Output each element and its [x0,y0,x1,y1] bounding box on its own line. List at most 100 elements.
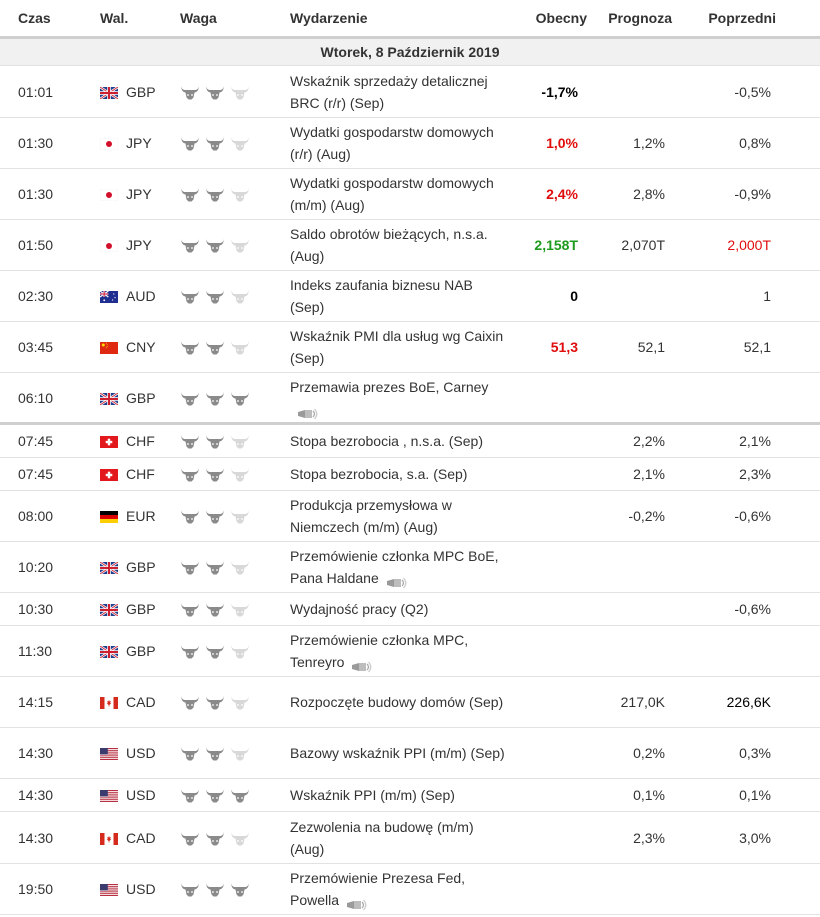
event-label[interactable]: Bazowy wskaźnik PPI (m/m) (Sep) [290,745,505,761]
header-currency[interactable]: Wal. [100,10,129,26]
actual-value: 51,3 [550,339,578,355]
event-label[interactable]: Stopa bezrobocia , n.s.a. (Sep) [290,433,483,449]
table-row[interactable]: 02:30 AUD Indeks zaufania biznesu NAB (Sep… [0,271,820,322]
event-time: 03:45 [18,339,54,355]
speech-icon [296,404,318,420]
event-name[interactable]: Saldo obrotów bieżących, n.s.a. (Aug) [290,223,510,267]
event-name[interactable]: Indeks zaufania biznesu NAB (Sep) [290,274,510,318]
currency-cell: CAD [99,694,180,710]
event-label[interactable]: Rozpoczęte budowy domów (Sep) [290,694,504,710]
event-label[interactable]: Wskaźnik sprzedaży detalicznej BRC (r/r)… [290,72,488,111]
event-time: 07:45 [18,433,54,449]
event-name[interactable]: Przemawia prezes BoE, Carney [290,376,510,420]
event-label[interactable]: Przemówienie Prezesa Fed, Powella [290,870,466,908]
header-previous[interactable]: Poprzedni [708,10,776,26]
event-label[interactable]: Indeks zaufania biznesu NAB (Sep) [290,277,473,315]
table-row[interactable]: 10:20 GBP Przemówienie członka MPC BoE, Pa… [0,542,820,593]
event-time: 01:50 [18,237,54,253]
header-actual[interactable]: Obecny [535,10,587,26]
event-label[interactable]: Stopa bezrobocia, s.a. (Sep) [290,466,468,482]
event-label[interactable]: Przemówienie członka MPC, Tenreyro [290,632,469,670]
table-row[interactable]: 14:30 USD Bazowy wskaźnik PPI (m/m) (Sep) 0… [0,728,820,779]
previous-value: 226,6K [726,694,771,710]
header-event[interactable]: Wydarzenie [290,10,368,26]
bull-icon [205,643,225,659]
currency-cell: JPY [99,237,180,253]
table-row[interactable]: 01:30 JPY Wydatki gospodarstw domowych (r/… [0,118,820,169]
table-row[interactable]: 01:30 JPY Wydatki gospodarstw domowych (m/… [0,169,820,220]
importance-rating [180,559,290,575]
table-row[interactable]: 14:15 CAD Rozpoczęte budowy domów (Sep) 217… [0,677,820,728]
event-label[interactable]: Wydatki gospodarstw domowych (r/r) (Aug) [290,124,494,162]
event-label[interactable]: Wydatki gospodarstw domowych (m/m) (Aug) [290,175,494,213]
event-name[interactable]: Przemówienie członka MPC BoE, Pana Halda… [290,545,510,589]
event-name[interactable]: Produkcja przemysłowa w Niemczech (m/m) … [290,494,510,538]
event-name[interactable]: Stopa bezrobocia, s.a. (Sep) [290,463,510,485]
jp-flag-icon [99,137,119,151]
event-label[interactable]: Produkcja przemysłowa w Niemczech (m/m) … [290,497,452,535]
table-row[interactable]: 06:10 GBP Przemawia prezes BoE, Carney [0,373,820,425]
header-forecast[interactable]: Prognoza [608,10,672,26]
event-name[interactable]: Stopa bezrobocia , n.s.a. (Sep) [290,430,510,452]
currency-code: USD [126,787,156,803]
bull-icon [180,433,200,449]
previous-value: -0,9% [734,186,771,202]
event-name[interactable]: Zezwolenia na budowę (m/m) (Aug) [290,816,510,860]
event-name[interactable]: Przemówienie członka MPC, Tenreyro [290,629,510,673]
forecast-value: -0,2% [628,508,665,524]
table-row[interactable]: 19:50 USD Przemówienie Prezesa Fed, Powell… [0,864,820,915]
table-row[interactable]: 07:45 CHF Stopa bezrobocia , n.s.a. (Sep) 2… [0,425,820,458]
table-row[interactable]: 14:30 CAD Zezwolenia na budowę (m/m) (Aug)… [0,812,820,864]
event-name[interactable]: Przemówienie Prezesa Fed, Powella [290,867,510,911]
ca-flag-icon [99,696,119,710]
currency-code: GBP [126,389,156,406]
us-flag-icon [100,747,118,760]
event-label[interactable]: Wskaźnik PPI (m/m) (Sep) [290,787,455,803]
event-label[interactable]: Wskaźnik PMI dla usług wg Caixin (Sep) [290,328,504,366]
event-label[interactable]: Przemawia prezes BoE, Carney [290,378,489,395]
table-row[interactable]: 03:45 CNY Wskaźnik PMI dla usług wg Caixin… [0,322,820,373]
bull-icon [180,559,200,575]
header-importance[interactable]: Waga [180,10,217,26]
header-time[interactable]: Czas [18,10,51,26]
bull-icon [180,339,200,355]
event-name[interactable]: Wydajność pracy (Q2) [290,598,510,620]
event-label[interactable]: Przemówienie członka MPC BoE, Pana Halda… [290,548,499,586]
table-row[interactable]: 01:50 JPY Saldo obrotów bieżących, n.s.a. … [0,220,820,271]
currency-code: EUR [126,508,156,524]
event-label[interactable]: Zezwolenia na budowę (m/m) (Aug) [290,818,474,857]
importance-rating [180,508,290,524]
event-name[interactable]: Wskaźnik PMI dla usług wg Caixin (Sep) [290,325,510,369]
event-name[interactable]: Rozpoczęte budowy domów (Sep) [290,691,510,713]
event-name[interactable]: Wydatki gospodarstw domowych (m/m) (Aug) [290,172,510,216]
bull-icon [180,390,200,406]
event-label[interactable]: Saldo obrotów bieżących, n.s.a. (Aug) [290,226,488,264]
table-row[interactable]: 08:00 EUR Produkcja przemysłowa w Niemczec… [0,491,820,542]
forecast-value: 0,1% [633,787,665,803]
bull-icon [230,84,250,100]
event-time: 01:01 [18,83,54,100]
currency-code: CAD [126,694,156,710]
previous-value: 0,8% [739,135,771,151]
currency-code: JPY [126,186,152,202]
speech-icon [385,573,407,589]
forecast-value: 0,2% [633,745,665,761]
event-name[interactable]: Wskaźnik PPI (m/m) (Sep) [290,784,510,806]
table-row[interactable]: 01:01 GBP Wskaźnik sprzedaży detalicznej B… [0,66,820,118]
currency-cell: USD [100,881,180,897]
bull-icon [205,559,225,575]
currency-code: CNY [126,339,156,355]
table-row[interactable]: 10:30 GBP Wydajność pracy (Q2) -0,6% [0,593,820,626]
table-row[interactable]: 11:30 GBP Przemówienie członka MPC, Tenrey… [0,626,820,677]
event-name[interactable]: Bazowy wskaźnik PPI (m/m) (Sep) [290,742,510,764]
uk-flag-icon [99,85,119,100]
ch-flag-icon [100,435,118,448]
event-time: 10:30 [18,601,54,617]
event-time: 08:00 [18,508,54,524]
table-row[interactable]: 14:30 USD Wskaźnik PPI (m/m) (Sep) 0,1% 0,1% [0,779,820,812]
event-name[interactable]: Wydatki gospodarstw domowych (r/r) (Aug) [290,121,510,165]
table-row[interactable]: 07:45 CHF Stopa bezrobocia, s.a. (Sep) 2,1%… [0,458,820,491]
event-name[interactable]: Wskaźnik sprzedaży detalicznej BRC (r/r)… [290,70,510,114]
bull-icon [230,237,250,253]
event-label[interactable]: Wydajność pracy (Q2) [290,601,429,617]
